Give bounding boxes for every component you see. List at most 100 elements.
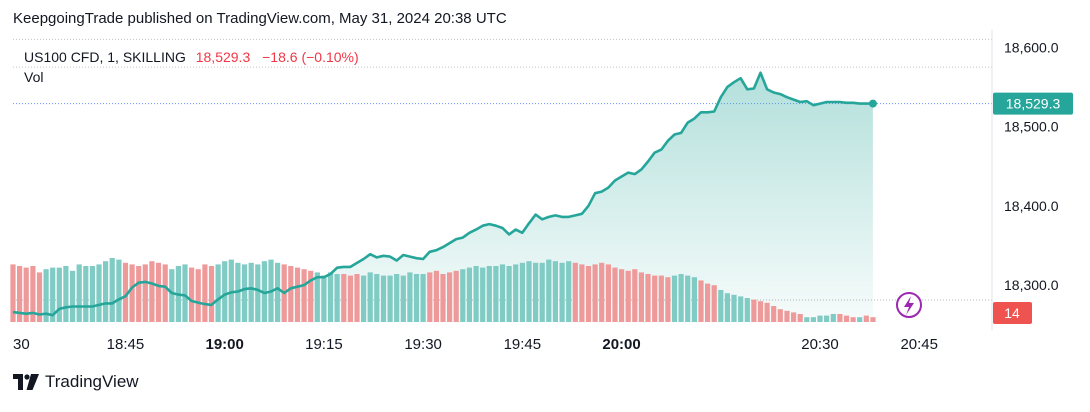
price-badge <box>993 92 1073 115</box>
volume-bar <box>843 315 850 322</box>
y-axis: 18,600.0 18,500.0 18,400.0 18,300.0 <box>991 30 1059 330</box>
volume-bar <box>314 272 320 322</box>
volume-bar <box>711 285 717 322</box>
volume-bar <box>275 262 281 322</box>
volume-bar <box>513 264 519 322</box>
tradingview-brand[interactable]: TradingView <box>13 372 139 392</box>
lightning-bolt <box>904 296 914 315</box>
volume-bar <box>572 262 578 322</box>
volume-bar <box>407 272 413 322</box>
volume-bar <box>189 267 195 322</box>
price-badge-label: 18,529.3 <box>1006 96 1061 112</box>
volume-bar <box>619 269 625 322</box>
volume-bar <box>645 274 651 322</box>
x-tick-label: 20:30 <box>801 336 839 353</box>
last-price-label: 18,529.3 <box>195 49 251 65</box>
volume-bar <box>777 309 783 322</box>
volume-bar <box>202 264 208 322</box>
volume-bar <box>612 267 618 322</box>
volume-bar <box>327 272 334 322</box>
volume-legend-label[interactable]: Vol <box>24 69 44 85</box>
volume-bar <box>466 267 472 322</box>
volume-bar <box>824 315 830 322</box>
volume-bar <box>76 264 82 322</box>
volume-bar <box>705 283 711 322</box>
axis-badges: 18,529.3 14 <box>993 92 1073 324</box>
x-tick-label: 19:15 <box>305 336 343 353</box>
symbol-label[interactable]: US100 CFD, 1, SKILLING <box>24 49 186 65</box>
volume-bar <box>605 264 611 322</box>
volume-bar <box>136 266 142 322</box>
volume-bar <box>116 259 122 322</box>
volume-bar <box>599 262 605 322</box>
volume-bar <box>499 264 506 322</box>
volume-bar <box>533 262 539 322</box>
volume-bar <box>784 310 790 322</box>
volume-bar <box>354 274 360 322</box>
volume-bar <box>652 275 658 322</box>
volume-bar <box>162 264 168 322</box>
volume-bar <box>691 277 697 322</box>
chart-legend: US100 CFD, 1, SKILLING 18,529.3 −18.6 (−… <box>24 47 359 87</box>
x-axis: 30 18:45 19:00 19:15 19:30 19:45 20:00 20:30 20:… <box>13 336 938 353</box>
tradingview-logo-icon <box>13 374 39 390</box>
volume-bar <box>718 290 724 322</box>
volume-bar <box>17 266 23 322</box>
volume-bar <box>671 275 678 322</box>
volume-bar <box>420 274 426 322</box>
volume-bar <box>493 266 499 322</box>
price-line <box>12 71 922 318</box>
volume-bar <box>109 258 115 322</box>
volume-bar <box>43 269 49 322</box>
volume-bar <box>764 302 770 322</box>
volume-bar <box>797 314 803 322</box>
volume-bar <box>837 314 843 322</box>
volume-bar <box>228 259 234 322</box>
volume-bar <box>566 261 572 322</box>
volume-bar <box>440 274 446 322</box>
x-tick-label: 20:00 <box>602 336 640 353</box>
volume-bar <box>724 293 730 322</box>
volume-bar <box>400 275 406 322</box>
volume-bar <box>70 270 76 322</box>
volume-bar <box>142 264 148 322</box>
lightning-bolt-icon <box>896 292 922 318</box>
volume-bar <box>678 274 684 322</box>
volume-bar <box>361 275 367 322</box>
price-area <box>13 72 873 322</box>
x-tick-label: 18:45 <box>107 336 145 353</box>
volume-bar <box>857 317 863 322</box>
volume-bar <box>850 317 856 322</box>
volume-bar <box>30 266 36 322</box>
volume-bar <box>744 298 750 322</box>
volume-bar <box>380 275 387 322</box>
volume-bar <box>791 312 797 322</box>
volume-bar <box>546 259 552 322</box>
volume-badge <box>993 302 1032 324</box>
x-tick-label: 19:45 <box>504 336 542 353</box>
volume-bar <box>665 277 671 322</box>
volume-bar <box>433 270 439 322</box>
volume-bar <box>122 262 129 322</box>
volume-bar <box>804 317 810 322</box>
volume-bar <box>731 294 737 322</box>
volume-bar <box>50 267 56 322</box>
volume-bar <box>638 272 644 322</box>
volume-bar <box>771 306 777 322</box>
volume-bar <box>155 262 162 322</box>
volume-bar <box>810 317 816 322</box>
volume-bar <box>394 274 400 322</box>
volume-bar <box>294 267 301 322</box>
volume-bar <box>519 262 525 322</box>
volume-bar <box>817 315 823 322</box>
volume-bar <box>308 270 314 322</box>
volume-bar <box>374 274 380 322</box>
price-change-label: −18.6 (−0.10%) <box>262 49 359 65</box>
price-line-path <box>12 71 873 317</box>
price-area-fill <box>13 72 873 322</box>
volume-badge-label: 14 <box>1004 305 1020 321</box>
volume-bar <box>63 266 69 322</box>
last-price-dot <box>868 99 877 108</box>
